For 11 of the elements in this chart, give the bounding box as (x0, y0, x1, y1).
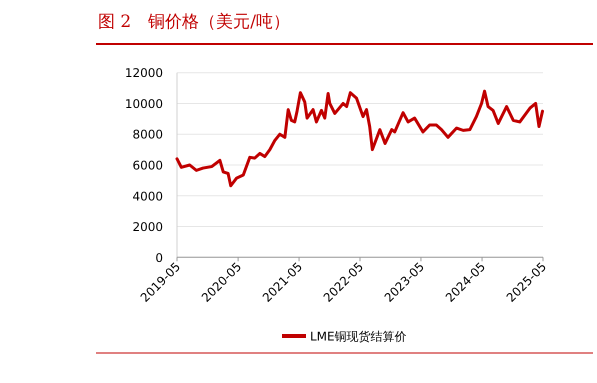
y-tick-label: 4000 (132, 189, 163, 204)
title: 图 2 铜价格（美元/吨） (98, 12, 290, 32)
y-tick-label: 6000 (132, 158, 163, 172)
y-tick-label: 0 (155, 250, 163, 265)
legend: LME铜现货结算价 (282, 330, 407, 344)
line-series (176, 90, 544, 188)
y-tick-label: 12000 (124, 66, 163, 80)
y-tick-label: 8000 (132, 128, 163, 142)
y-tick-label: 2000 (132, 220, 163, 234)
y-tick-label: 10000 (124, 96, 163, 111)
legend-label: LME铜现货结算价 (310, 330, 407, 344)
